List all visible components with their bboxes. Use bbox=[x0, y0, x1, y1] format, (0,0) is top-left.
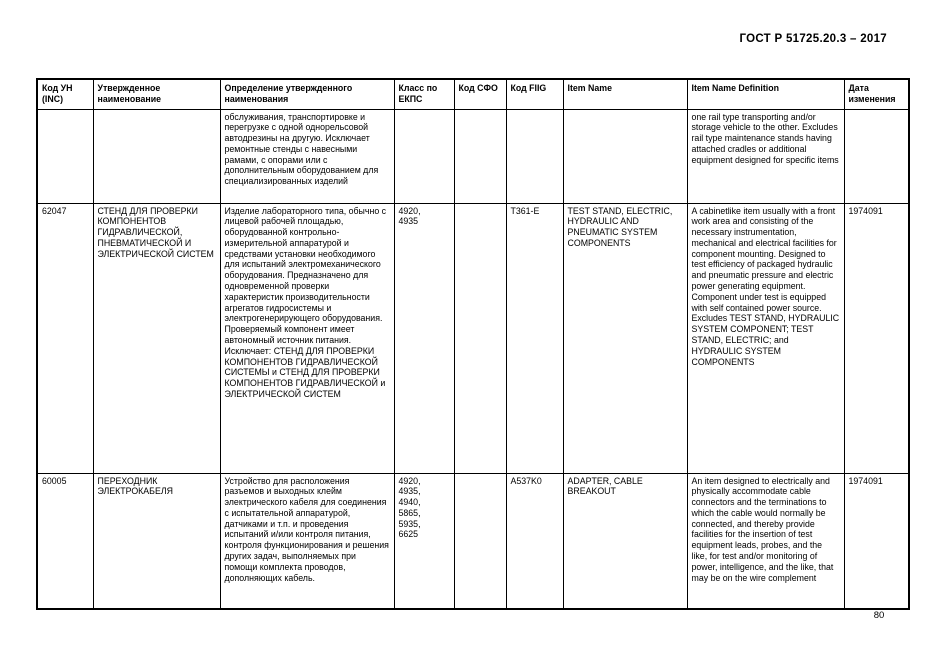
column-header-ekps: Класс по ЕКПС bbox=[393, 78, 455, 110]
table-row: 60005 ПЕРЕХОДНИК ЭЛЕКТРОКАБЕЛЯ Устройств… bbox=[36, 472, 910, 610]
cell-item-name-definition: one rail type transporting and/or storag… bbox=[686, 108, 845, 204]
cell-inc bbox=[36, 108, 94, 204]
column-header-sfo: Код СФО bbox=[453, 78, 507, 110]
cell-ekps bbox=[393, 108, 455, 204]
cell-item-name-definition: An item designed to electrically and phy… bbox=[686, 472, 845, 610]
page-number: 80 bbox=[873, 610, 885, 621]
cell-item-name bbox=[562, 108, 688, 204]
cell-definition: Изделие лабораторного типа, обычно с лиц… bbox=[219, 202, 395, 474]
cell-inc: 60005 bbox=[36, 472, 94, 610]
table-row: обслуживания, транспортировке и перегруз… bbox=[36, 108, 910, 204]
cell-inc: 62047 bbox=[36, 202, 94, 474]
table-header-row: Код УН (INC) Утвержденное наименование О… bbox=[36, 78, 910, 110]
table-row: 62047 СТЕНД ДЛЯ ПРОВЕРКИ КОМПОНЕНТОВ ГИД… bbox=[36, 202, 910, 474]
cell-item-name: ADAPTER, CABLE BREAKOUT bbox=[562, 472, 688, 610]
cell-change-date bbox=[843, 108, 910, 204]
column-header-approved-name: Утвержденное наименование bbox=[92, 78, 221, 110]
cell-fiig: A537K0 bbox=[505, 472, 564, 610]
cell-definition: обслуживания, транспортировке и перегруз… bbox=[219, 108, 395, 204]
cell-sfo bbox=[453, 472, 507, 610]
cell-definition: Устройство для расположения разъемов и в… bbox=[219, 472, 395, 610]
column-header-item-name: Item Name bbox=[562, 78, 688, 110]
cell-sfo bbox=[453, 108, 507, 204]
classification-table: Код УН (INC) Утвержденное наименование О… bbox=[36, 78, 910, 610]
cell-sfo bbox=[453, 202, 507, 474]
cell-fiig bbox=[505, 108, 564, 204]
column-header-item-name-definition: Item Name Definition bbox=[686, 78, 845, 110]
cell-ekps: 4920, 4935, 4940, 5865, 5935, 6625 bbox=[393, 472, 455, 610]
cell-item-name: TEST STAND, ELECTRIC, HYDRAULIC AND PNEU… bbox=[562, 202, 688, 474]
cell-approved-name: ПЕРЕХОДНИК ЭЛЕКТРОКАБЕЛЯ bbox=[92, 472, 221, 610]
cell-change-date: 1974091 bbox=[843, 202, 910, 474]
cell-ekps: 4920, 4935 bbox=[393, 202, 455, 474]
column-header-change-date: Дата изменения bbox=[843, 78, 910, 110]
cell-item-name-definition: A cabinetlike item usually with a front … bbox=[686, 202, 845, 474]
cell-fiig: T361-E bbox=[505, 202, 564, 474]
column-header-definition: Определение утвержденного наименования bbox=[219, 78, 395, 110]
cell-approved-name: СТЕНД ДЛЯ ПРОВЕРКИ КОМПОНЕНТОВ ГИДРАВЛИЧ… bbox=[92, 202, 221, 474]
cell-approved-name bbox=[92, 108, 221, 204]
document-title: ГОСТ Р 51725.20.3 – 2017 bbox=[739, 33, 887, 45]
column-header-inc: Код УН (INC) bbox=[36, 78, 94, 110]
cell-change-date: 1974091 bbox=[843, 472, 910, 610]
column-header-fiig: Код FIIG bbox=[505, 78, 564, 110]
